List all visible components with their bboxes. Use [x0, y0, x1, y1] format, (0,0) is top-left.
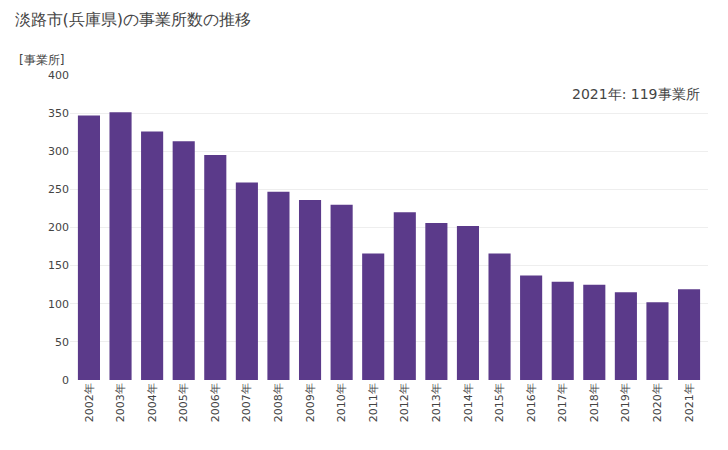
svg-text:2011年: 2011年	[367, 383, 380, 422]
svg-text:2020年: 2020年	[651, 383, 664, 422]
svg-text:2009年: 2009年	[304, 383, 317, 422]
svg-text:2007年: 2007年	[240, 383, 253, 422]
svg-text:2010年: 2010年	[335, 383, 348, 422]
svg-text:400: 400	[48, 69, 69, 82]
svg-text:2012年: 2012年	[398, 383, 411, 422]
svg-text:2006年: 2006年	[209, 383, 222, 422]
svg-text:2018年: 2018年	[588, 383, 601, 422]
svg-text:300: 300	[48, 145, 69, 158]
svg-text:2005年: 2005年	[177, 383, 190, 422]
svg-text:[事業所]: [事業所]	[19, 53, 64, 67]
svg-text:50: 50	[55, 336, 69, 349]
svg-text:2014年: 2014年	[462, 383, 475, 422]
svg-text:350: 350	[48, 107, 69, 120]
svg-text:100: 100	[48, 298, 69, 311]
svg-text:2021年: 2021年	[683, 383, 696, 422]
svg-text:2003年: 2003年	[114, 383, 127, 422]
svg-text:2013年: 2013年	[430, 383, 443, 422]
svg-text:淡路市(兵庫県)の事業所数の推移: 淡路市(兵庫県)の事業所数の推移	[15, 10, 251, 29]
svg-text:2021年: 119事業所: 2021年: 119事業所	[572, 86, 700, 102]
svg-text:2016年: 2016年	[525, 383, 538, 422]
svg-text:2002年: 2002年	[83, 383, 96, 422]
svg-text:0: 0	[62, 374, 69, 387]
svg-text:2015年: 2015年	[493, 383, 506, 422]
svg-text:2004年: 2004年	[146, 383, 159, 422]
svg-text:250: 250	[48, 183, 69, 196]
svg-text:200: 200	[48, 221, 69, 234]
svg-text:2019年: 2019年	[619, 383, 632, 422]
svg-text:150: 150	[48, 259, 69, 272]
svg-text:2008年: 2008年	[272, 383, 285, 422]
svg-text:2017年: 2017年	[556, 383, 569, 422]
